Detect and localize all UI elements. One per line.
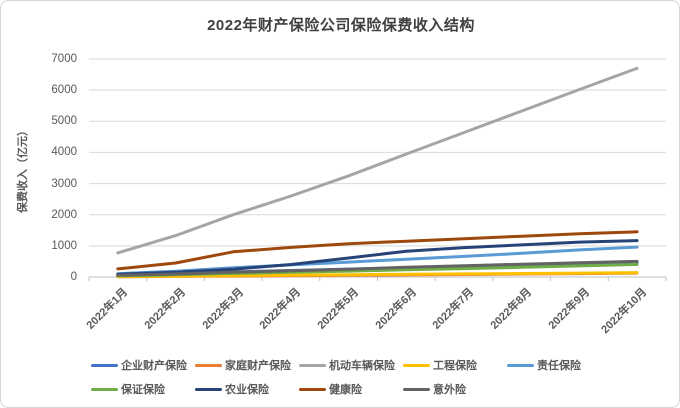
- legend-line-swatch: [91, 363, 118, 367]
- legend-label: 机动车辆保险: [329, 360, 395, 372]
- series-line-机动车辆保险: [116, 66, 639, 255]
- legend-line-swatch: [403, 387, 430, 391]
- legend-label: 健康险: [329, 384, 362, 396]
- legend: 企业财产保险 家庭财产保险 机动车辆保险 工程保险 责任保险保证保险 农业保险 健康险 意外险: [91, 353, 651, 401]
- y-tick-label: 0: [70, 271, 77, 283]
- legend-item-意外险: 意外险: [403, 381, 507, 397]
- legend-line-swatch: [195, 387, 222, 391]
- legend-item-健康险: 健康险: [299, 381, 403, 397]
- legend-label: 工程保险: [433, 360, 477, 372]
- legend-line-swatch: [507, 363, 534, 367]
- legend-label: 农业保险: [225, 384, 269, 396]
- legend-row: 企业财产保险 家庭财产保险 机动车辆保险 工程保险 责任保险: [91, 353, 651, 377]
- legend-line-swatch: [195, 363, 222, 367]
- legend-label: 家庭财产保险: [225, 360, 291, 372]
- chart-title: 2022年财产保险公司保险保费收入结构: [207, 17, 475, 34]
- legend-label: 企业财产保险: [121, 360, 187, 372]
- legend-line-swatch: [91, 387, 118, 391]
- legend-label: 保证保险: [121, 384, 165, 396]
- legend-item-机动车辆保险: 机动车辆保险: [299, 357, 403, 373]
- y-tick-label: 7000: [51, 53, 77, 65]
- series-line-农业保险: [116, 239, 639, 276]
- legend-line-swatch: [299, 387, 326, 391]
- legend-item-工程保险: 工程保险: [403, 357, 507, 373]
- y-tick-label: 4000: [51, 146, 77, 159]
- series-line-工程保险: [116, 271, 639, 279]
- legend-item-企业财产保险: 企业财产保险: [91, 357, 195, 373]
- legend-item-家庭财产保险: 家庭财产保险: [195, 357, 299, 373]
- legend-line-swatch: [403, 363, 430, 367]
- y-tick-label: 6000: [51, 84, 77, 97]
- legend-item-保证保险: 保证保险: [91, 381, 195, 397]
- y-tick-label: 2000: [51, 208, 77, 221]
- y-tick-label: 3000: [51, 177, 77, 190]
- y-tick-label: 5000: [51, 115, 77, 128]
- legend-line-swatch: [299, 363, 326, 367]
- legend-row: 保证保险 农业保险 健康险 意外险: [91, 377, 651, 401]
- legend-item-农业保险: 农业保险: [195, 381, 299, 397]
- legend-item-责任保险: 责任保险: [507, 357, 611, 373]
- legend-label: 意外险: [433, 384, 466, 396]
- series-line-健康险: [116, 230, 639, 271]
- series-line-意外险: [116, 259, 639, 277]
- y-tick-label: 1000: [51, 239, 77, 252]
- legend-label: 责任保险: [537, 360, 581, 372]
